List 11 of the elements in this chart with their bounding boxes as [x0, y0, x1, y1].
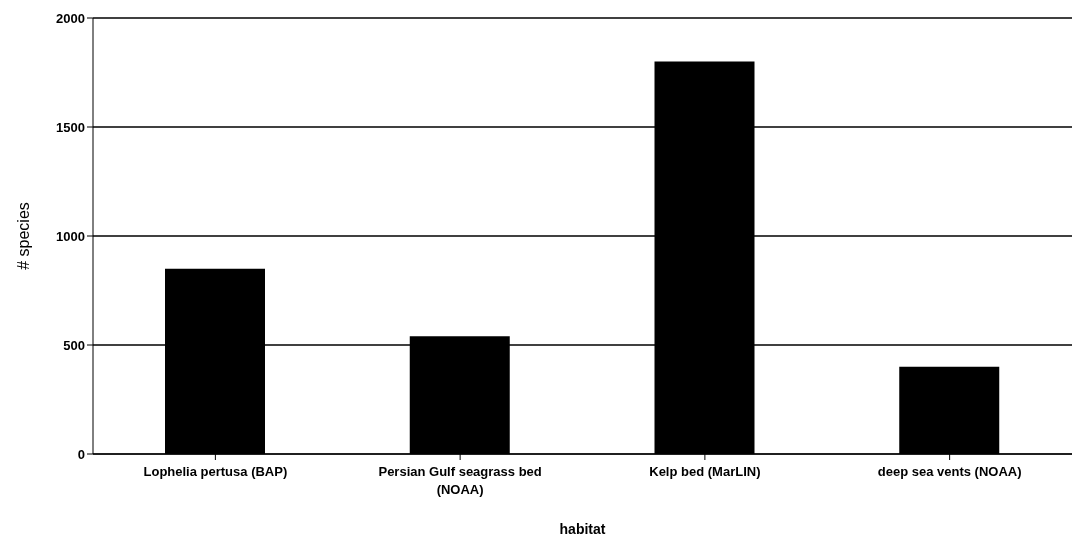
x-tick-label: deep sea vents (NOAA)	[877, 464, 1022, 479]
x-axis-title: habitat	[559, 521, 606, 537]
y-tick-label: 2000	[56, 10, 85, 26]
y-tick-label: 1000	[56, 228, 85, 244]
y-tick-label: 1500	[56, 119, 85, 135]
y-axis-title: # species	[14, 202, 32, 270]
y-tick-label: 0	[77, 446, 85, 462]
y-tick-label: 500	[63, 337, 85, 353]
x-tick-label: Kelp bed (MarLIN)	[649, 464, 761, 479]
x-tick-label: Persian Gulf seagrass bed (NOAA)	[378, 464, 542, 497]
x-tick-label: Lophelia pertusa (BAP)	[143, 464, 288, 479]
